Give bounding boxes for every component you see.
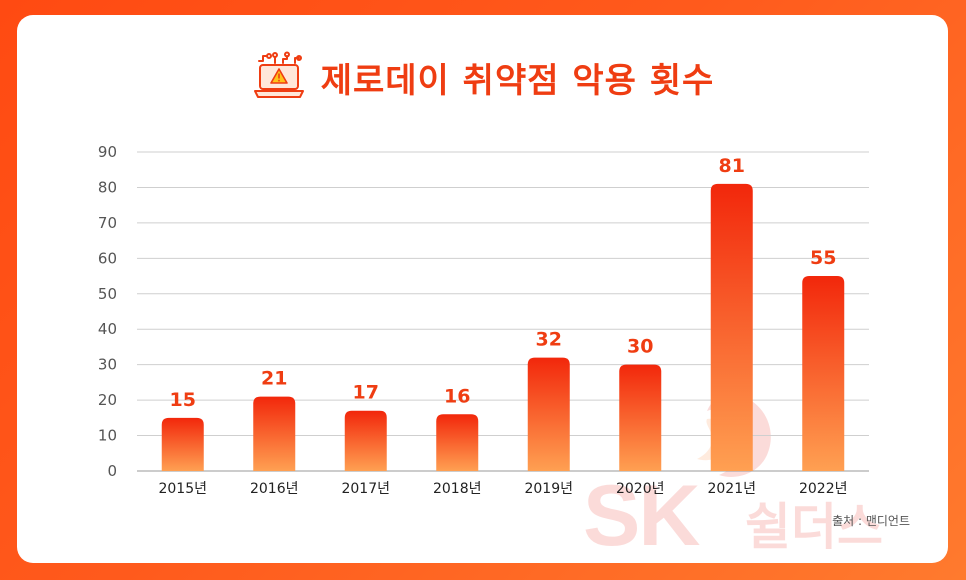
bar-chart: 0 10 20 30 40 50 60 70 80 90 15 2015년 21 2016년 17 2017년… xyxy=(98,143,869,497)
bar-2018년 xyxy=(436,414,479,471)
bar-2015년 xyxy=(161,417,204,471)
data-label: 81 xyxy=(719,155,745,177)
x-tick-label: 2021년 xyxy=(707,481,756,497)
y-tick-label: 80 xyxy=(98,178,117,196)
data-label: 30 xyxy=(627,336,653,358)
y-tick-label: 70 xyxy=(98,214,117,232)
laptop-warning-icon xyxy=(253,51,304,98)
y-tick-label: 50 xyxy=(98,285,117,303)
bar-2017년 xyxy=(344,410,387,471)
y-tick-label: 20 xyxy=(98,391,117,409)
bar-2021년 xyxy=(710,183,753,471)
data-label: 32 xyxy=(536,329,562,351)
x-tick-label: 2022년 xyxy=(799,481,848,497)
x-tick-label: 2018년 xyxy=(433,481,482,497)
source-note: 출처 : 맨디언트 xyxy=(832,514,910,528)
x-tick-label: 2016년 xyxy=(250,481,299,497)
y-tick-label: 60 xyxy=(98,249,117,267)
bar-2016년 xyxy=(253,396,296,471)
x-tick-label: 2017년 xyxy=(341,481,390,497)
y-tick-label: 10 xyxy=(98,427,117,445)
y-tick-label: 90 xyxy=(98,143,117,161)
data-label: 55 xyxy=(810,247,836,269)
chart-card: 제로데이 취약점 악용 횟수 SK 쉴더스 0 10 20 30 40 50 60 70 80 9… xyxy=(17,15,948,563)
x-tick-label: 2020년 xyxy=(616,481,665,497)
data-label: 16 xyxy=(444,385,470,407)
chart-title: 제로데이 취약점 악용 횟수 xyxy=(320,60,715,101)
bar-2020년 xyxy=(619,364,662,471)
y-tick-label: 0 xyxy=(107,462,117,480)
bar-2019년 xyxy=(527,357,570,471)
bar-2022년 xyxy=(802,276,845,471)
data-label: 17 xyxy=(353,382,379,404)
y-tick-label: 30 xyxy=(98,356,117,374)
x-tick-label: 2015년 xyxy=(158,481,207,497)
data-label: 15 xyxy=(170,389,196,411)
x-tick-label: 2019년 xyxy=(524,481,573,497)
y-tick-label: 40 xyxy=(98,320,117,338)
data-label: 21 xyxy=(261,368,287,390)
title-row: 제로데이 취약점 악용 횟수 xyxy=(17,51,948,103)
